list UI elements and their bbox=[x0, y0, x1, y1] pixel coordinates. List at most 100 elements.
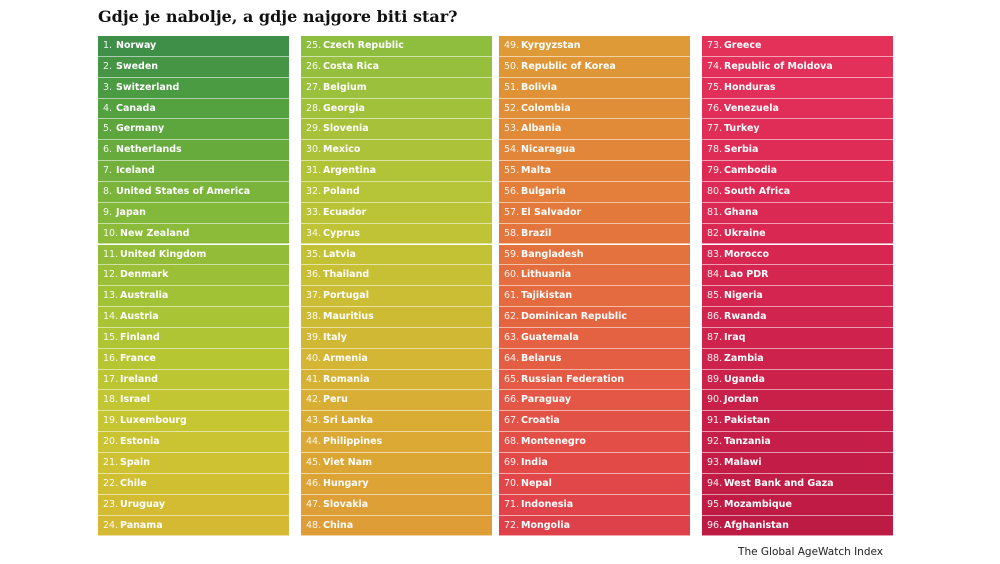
rank-number: 53. bbox=[504, 123, 520, 135]
rank-number: 6. bbox=[103, 144, 113, 156]
rank-number: 26. bbox=[306, 60, 322, 72]
rank-number: 30. bbox=[306, 144, 322, 156]
rank-number: 67. bbox=[504, 415, 520, 427]
ranking-row: 74. Republic of Moldova bbox=[702, 56, 893, 78]
country-name: Venezuela bbox=[724, 102, 779, 114]
rank-number: 56. bbox=[504, 185, 520, 197]
ranking-row: 16. France bbox=[98, 348, 289, 370]
country-name: Australia bbox=[120, 290, 169, 302]
rank-number: 33. bbox=[306, 206, 322, 218]
country-name: Tanzania bbox=[724, 436, 771, 448]
country-name: Bolivia bbox=[521, 81, 558, 93]
country-name: Indonesia bbox=[521, 498, 574, 510]
rank-number: 2. bbox=[103, 60, 113, 72]
rank-number: 11. bbox=[103, 248, 119, 260]
ranking-row: 8. United States of America bbox=[98, 181, 289, 203]
ranking-row: 64. Belarus bbox=[499, 348, 690, 370]
rank-number: 1. bbox=[103, 40, 113, 51]
ranking-row: 76. Venezuela bbox=[702, 98, 893, 120]
ranking-row: 14. Austria bbox=[98, 307, 289, 328]
ranking-row: 50. Republic of Korea bbox=[499, 56, 690, 78]
rank-number: 19. bbox=[103, 415, 119, 427]
country-name: Belarus bbox=[521, 352, 562, 364]
ranking-row: 47. Slovakia bbox=[301, 494, 492, 516]
rank-number: 32. bbox=[306, 185, 322, 197]
ranking-row: 48. China bbox=[301, 515, 492, 537]
country-name: Chile bbox=[120, 477, 147, 489]
ranking-row: 23. Uruguay bbox=[98, 494, 289, 516]
country-name: Mexico bbox=[323, 144, 361, 156]
ranking-row: 43. Sri Lanka bbox=[301, 411, 492, 433]
ranking-row: 82. Ukraine bbox=[702, 223, 893, 245]
rank-number: 65. bbox=[504, 373, 520, 385]
country-name: Poland bbox=[323, 185, 360, 197]
ranking-row: 37. Portugal bbox=[301, 286, 492, 308]
rank-number: 61. bbox=[504, 290, 520, 302]
country-name: Croatia bbox=[521, 415, 560, 427]
country-name: Mozambique bbox=[724, 498, 792, 510]
ranking-row: 81. Ghana bbox=[702, 202, 893, 224]
country-name: Republic of Moldova bbox=[724, 60, 833, 72]
ranking-row: 73. Greece bbox=[702, 36, 893, 57]
ranking-row: 20. Estonia bbox=[98, 432, 289, 453]
rank-number: 68. bbox=[504, 436, 520, 448]
ranking-row: 54. Nicaragua bbox=[499, 140, 690, 162]
ranking-row: 26. Costa Rica bbox=[301, 56, 492, 78]
ranking-row: 94. West Bank and Gaza bbox=[702, 473, 893, 495]
ranking-row: 10. New Zealand bbox=[98, 223, 289, 245]
ranking-row: 40. Armenia bbox=[301, 348, 492, 370]
country-name: Germany bbox=[116, 123, 165, 135]
rank-number: 31. bbox=[306, 165, 322, 177]
rank-number: 55. bbox=[504, 165, 520, 177]
rank-number: 29. bbox=[306, 123, 322, 135]
ranking-row: 9. Japan bbox=[98, 202, 289, 224]
rank-number: 49. bbox=[504, 40, 520, 51]
country-name: Honduras bbox=[724, 81, 776, 93]
rank-number: 52. bbox=[504, 102, 520, 114]
country-name: Israel bbox=[120, 394, 150, 406]
country-name: Ecuador bbox=[323, 206, 367, 218]
chart-title: Gdje je nabolje, a gdje najgore biti sta… bbox=[98, 7, 458, 26]
rank-number: 24. bbox=[103, 519, 119, 531]
country-name: Serbia bbox=[724, 144, 759, 156]
country-name: Turkey bbox=[724, 123, 760, 135]
rank-number: 25. bbox=[306, 40, 322, 51]
rank-number: 17. bbox=[103, 373, 119, 385]
country-name: West Bank and Gaza bbox=[724, 477, 834, 489]
country-name: Albania bbox=[521, 123, 562, 135]
country-name: El Salvador bbox=[521, 206, 582, 218]
rank-number: 84. bbox=[707, 269, 723, 281]
ranking-row: 3. Switzerland bbox=[98, 77, 289, 99]
country-name: Nigeria bbox=[724, 290, 763, 302]
ranking-row: 13. Australia bbox=[98, 286, 289, 308]
country-name: Zambia bbox=[724, 352, 764, 364]
rank-number: 10. bbox=[103, 227, 119, 239]
country-name: Bulgaria bbox=[521, 185, 566, 197]
ranking-row: 22. Chile bbox=[98, 473, 289, 495]
rank-number: 28. bbox=[306, 102, 322, 114]
ranking-row: 28. Georgia bbox=[301, 98, 492, 120]
ranking-row: 86. Rwanda bbox=[702, 307, 893, 328]
ranking-row: 63. Guatemala bbox=[499, 327, 690, 349]
country-name: Slovenia bbox=[323, 123, 369, 135]
country-name: Lithuania bbox=[521, 269, 572, 281]
ranking-row: 31. Argentina bbox=[301, 161, 492, 182]
ranking-row: 75. Honduras bbox=[702, 77, 893, 99]
country-name: Costa Rica bbox=[323, 60, 380, 72]
ranking-row: 95. Mozambique bbox=[702, 494, 893, 516]
rank-number: 9. bbox=[103, 206, 113, 218]
country-name: Slovakia bbox=[323, 498, 369, 510]
ranking-row: 44. Philippines bbox=[301, 432, 492, 453]
ranking-row: 15. Finland bbox=[98, 327, 289, 349]
rank-number: 7. bbox=[103, 165, 113, 177]
country-name: Malawi bbox=[724, 457, 762, 468]
ranking-row: 87. Iraq bbox=[702, 327, 893, 349]
ranking-row: 38. Mauritius bbox=[301, 307, 492, 328]
ranking-table: 1. Norway 2. Sweden 3. Switzerland 4. Canada 5. G… bbox=[0, 36, 1000, 537]
ranking-row: 17. Ireland bbox=[98, 369, 289, 391]
ranking-row: 65. Russian Federation bbox=[499, 369, 690, 391]
ranking-row: 89. Uganda bbox=[702, 369, 893, 391]
country-name: Cambodia bbox=[724, 165, 778, 177]
ranking-row: 66. Paraguay bbox=[499, 390, 690, 412]
rank-number: 70. bbox=[504, 477, 520, 489]
